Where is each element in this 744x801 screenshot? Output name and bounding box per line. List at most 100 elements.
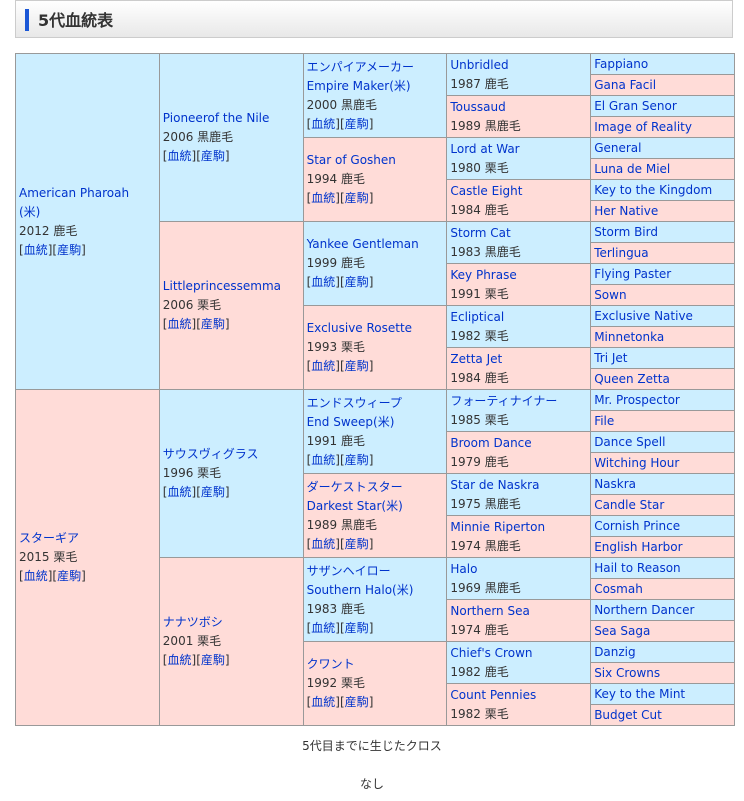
horse-name-link[interactable]: Unbridled: [450, 57, 509, 72]
horse-name-link[interactable]: Toussaud: [450, 99, 506, 114]
horse-name-link[interactable]: Luna de Miel: [594, 161, 671, 176]
horse-name-link[interactable]: Terlingua: [594, 245, 649, 260]
horse-name-link[interactable]: スターギア: [19, 531, 80, 545]
offspring-link[interactable]: 産駒: [344, 191, 369, 205]
horse-name-link[interactable]: ナナツボシ: [162, 615, 223, 629]
horse-name-link[interactable]: Exclusive Rosette: [306, 321, 413, 335]
horse-name-link[interactable]: Cosmah: [594, 581, 643, 596]
offspring-link[interactable]: 産駒: [57, 569, 82, 583]
horse-name-link[interactable]: Pioneerof the Nile: [162, 111, 270, 125]
offspring-link[interactable]: 産駒: [344, 695, 369, 709]
horse-name-link[interactable]: Hail to Reason: [594, 560, 681, 575]
page-title: 5代血統表: [38, 11, 114, 30]
pedigree-link[interactable]: 血統: [311, 275, 336, 289]
horse-name-link[interactable]: General: [594, 140, 642, 155]
horse-name-link[interactable]: Littleprincessemma: [162, 279, 282, 293]
horse-name-link[interactable]: Cornish Prince: [594, 518, 681, 533]
horse-origin-link[interactable]: End Sweep(米): [306, 414, 395, 429]
horse-name-link[interactable]: Naskra: [594, 476, 637, 491]
horse-origin-link[interactable]: Empire Maker(米): [306, 78, 411, 93]
horse-name-link[interactable]: Storm Cat: [450, 225, 511, 240]
pedigree-link[interactable]: 血統: [311, 116, 336, 131]
horse-name-link[interactable]: File: [594, 413, 615, 428]
offspring-link[interactable]: 産駒: [344, 116, 369, 131]
horse-name-link[interactable]: Fappiano: [594, 56, 649, 71]
offspring-link[interactable]: 産駒: [344, 620, 369, 635]
horse-name-link[interactable]: Yankee Gentleman: [306, 237, 419, 251]
horse-name-link[interactable]: Broom Dance: [450, 435, 532, 450]
pedigree-link[interactable]: 血統: [23, 242, 48, 257]
horse-name-link[interactable]: フォーティナイナー: [450, 393, 558, 408]
horse-name-link[interactable]: Candle Star: [594, 497, 665, 512]
horse-name-link[interactable]: Northern Dancer: [594, 602, 695, 617]
horse-name-link[interactable]: Her Native: [594, 203, 659, 218]
horse-name-link[interactable]: English Harbor: [594, 539, 683, 554]
horse-name-link[interactable]: Star de Naskra: [450, 477, 540, 492]
pedigree-link[interactable]: 血統: [311, 536, 336, 551]
horse-name-link[interactable]: Exclusive Native: [594, 308, 693, 323]
horse-origin-link[interactable]: (米): [19, 204, 41, 219]
horse-name-link[interactable]: クワント: [306, 657, 355, 671]
offspring-link[interactable]: 産駒: [57, 242, 82, 257]
offspring-link[interactable]: 産駒: [200, 485, 225, 499]
offspring-link[interactable]: 産駒: [200, 653, 225, 667]
horse-name-link[interactable]: Dance Spell: [594, 434, 666, 449]
horse-name-link[interactable]: Mr. Prospector: [594, 392, 680, 407]
horse-name-link[interactable]: Six Crowns: [594, 665, 661, 680]
horse-name-link[interactable]: エンパイアメーカー: [306, 59, 414, 74]
horse-info: 1991 栗毛: [450, 286, 509, 301]
horse-name-link[interactable]: Sea Saga: [594, 623, 651, 638]
horse-name-link[interactable]: エンドスウィープ: [306, 395, 402, 410]
offspring-link[interactable]: 産駒: [344, 452, 369, 467]
horse-name-link[interactable]: Minnie Riperton: [450, 519, 546, 534]
pedigree-link[interactable]: 血統: [167, 317, 192, 331]
offspring-link[interactable]: 産駒: [344, 275, 369, 289]
horse-name-link[interactable]: Key Phrase: [450, 267, 517, 282]
horse-name-link[interactable]: サウスヴィグラス: [162, 447, 259, 461]
horse-name-link[interactable]: Northern Sea: [450, 603, 530, 618]
pedigree-link[interactable]: 血統: [311, 620, 336, 635]
horse-name-link[interactable]: Budget Cut: [594, 707, 662, 722]
horse-name-link[interactable]: American Pharoah: [19, 185, 130, 200]
horse-name-link[interactable]: Image of Reality: [594, 119, 692, 134]
horse-name-link[interactable]: Gana Facil: [594, 77, 657, 92]
pedigree-link[interactable]: 血統: [167, 149, 192, 163]
horse-name-link[interactable]: Witching Hour: [594, 455, 680, 470]
horse-origin-link[interactable]: Darkest Star(米): [306, 498, 403, 513]
horse-name-link[interactable]: Halo: [450, 561, 478, 576]
horse-info: 1992 栗毛: [306, 676, 365, 690]
horse-name-link[interactable]: サザンヘイロー: [306, 563, 391, 578]
pedigree-link[interactable]: 血統: [167, 485, 192, 499]
horse-name-link[interactable]: Queen Zetta: [594, 371, 670, 386]
horse-name-link[interactable]: Castle Eight: [450, 183, 523, 198]
horse-name-link[interactable]: ダーケストスター: [306, 479, 403, 494]
horse-name-link[interactable]: Tri Jet: [594, 350, 628, 365]
horse-name-link[interactable]: Chief's Crown: [450, 645, 533, 660]
horse-name-link[interactable]: Zetta Jet: [450, 351, 503, 366]
offspring-link[interactable]: 産駒: [200, 149, 225, 163]
horse-name-link[interactable]: Danzig: [594, 644, 636, 659]
pedigree-link[interactable]: 血統: [311, 359, 336, 373]
offspring-link[interactable]: 産駒: [344, 536, 369, 551]
horse-name-link[interactable]: Star of Goshen: [306, 153, 396, 167]
pedigree-link[interactable]: 血統: [23, 569, 48, 583]
offspring-link[interactable]: 産駒: [344, 359, 369, 373]
horse-name-link[interactable]: Lord at War: [450, 141, 520, 156]
pedigree-link[interactable]: 血統: [167, 653, 192, 667]
pedigree-link[interactable]: 血統: [311, 695, 336, 709]
horse-name-link[interactable]: Sown: [594, 287, 627, 302]
horse-name-link[interactable]: Count Pennies: [450, 687, 537, 702]
horse-name-link[interactable]: Minnetonka: [594, 329, 665, 344]
horse-name-link[interactable]: El Gran Senor: [594, 98, 677, 113]
horse-name-link[interactable]: Flying Paster: [594, 266, 672, 281]
horse-cell-gen5: File: [590, 410, 735, 432]
offspring-link[interactable]: 産駒: [200, 317, 225, 331]
horse-name-link[interactable]: Storm Bird: [594, 224, 658, 239]
pedigree-link[interactable]: 血統: [311, 452, 336, 467]
horse-name-link[interactable]: Key to the Kingdom: [594, 182, 713, 197]
pedigree-link[interactable]: 血統: [311, 191, 336, 205]
horse-cell-gen4: Chief's Crown 1982 鹿毛: [446, 641, 592, 684]
horse-name-link[interactable]: Key to the Mint: [594, 686, 686, 701]
horse-origin-link[interactable]: Southern Halo(米): [306, 582, 414, 597]
horse-name-link[interactable]: Ecliptical: [450, 309, 505, 324]
